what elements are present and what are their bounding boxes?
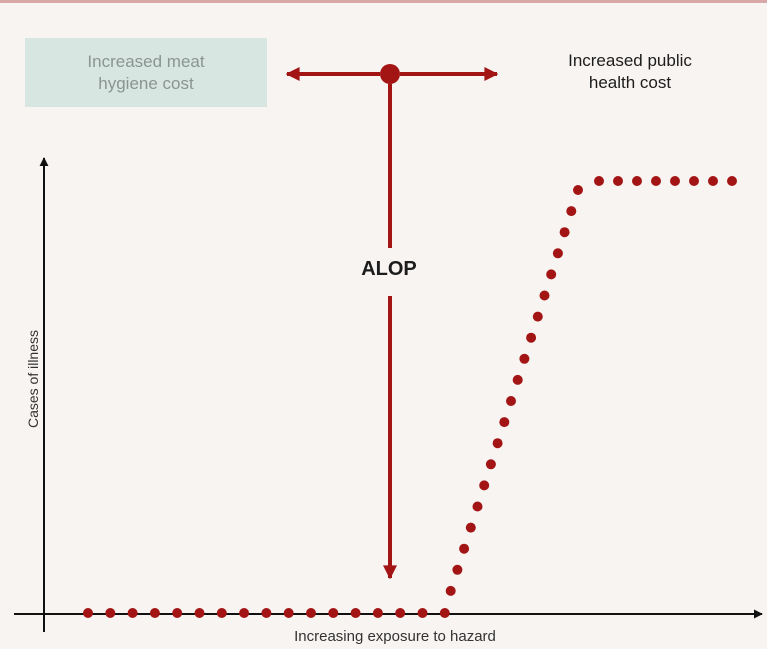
curve-dot [727,176,737,186]
curve-dot [105,608,116,618]
curve-dot [519,353,530,364]
curve-dot [395,608,406,618]
curve-dot [539,290,550,301]
public-health-line-1: Increased public [568,51,692,70]
curve-dot [283,608,294,618]
curve-dot [445,585,456,596]
curve-dot [594,176,604,186]
public-health-line-2: health cost [588,73,672,92]
curve-dot [485,459,496,470]
curve-dot [306,608,316,618]
curve-dot [83,608,93,618]
curve-dot [465,522,476,533]
curve-dot [573,185,583,195]
curve-dot [499,417,510,428]
public-health-cost-label: Increased public health cost [530,40,730,104]
curve-dot [689,176,699,186]
curve-dot [708,176,718,186]
curve-dot [532,311,543,322]
alop-label: ALOP [361,258,417,280]
top-border [0,0,767,3]
curve-dot [546,269,557,280]
curve-dot [632,176,642,186]
meat-hygiene-line-1: Increased meat [87,51,205,71]
curve-dot [559,227,570,238]
curve-dot [350,608,361,618]
curve-dot [459,543,470,554]
meat-hygiene-line-2: hygiene cost [98,73,194,93]
alop-point [380,64,400,84]
curve-dot [172,608,183,618]
curve-dot [472,501,483,512]
curve-dot [127,608,138,618]
meat-hygiene-cost-box: Increased meat hygiene cost [25,38,267,107]
curve-dot [439,608,450,618]
curve-dot [552,248,563,259]
curve-dot [372,608,383,618]
curve-dot [506,396,516,406]
curve-dot [194,608,205,618]
curve-dot [261,608,272,618]
curve-dot [149,608,160,618]
curve-dot [566,206,577,217]
curve-dot [670,176,680,186]
curve-dot [239,608,250,618]
curve-dot [651,176,661,186]
curve-dot [479,480,490,491]
curve-dot [512,374,523,385]
curve-dot [417,608,428,618]
curve-dot [526,332,537,343]
curve-dot [216,608,227,618]
curve-dot [452,564,463,575]
y-axis-label: Cases of illness [25,329,41,429]
curve-dot [613,176,623,186]
curve-dot [492,438,503,449]
x-axis-label: Increasing exposure to hazard [294,628,496,645]
curve-dot [328,608,339,618]
dotted-curve [83,176,737,618]
